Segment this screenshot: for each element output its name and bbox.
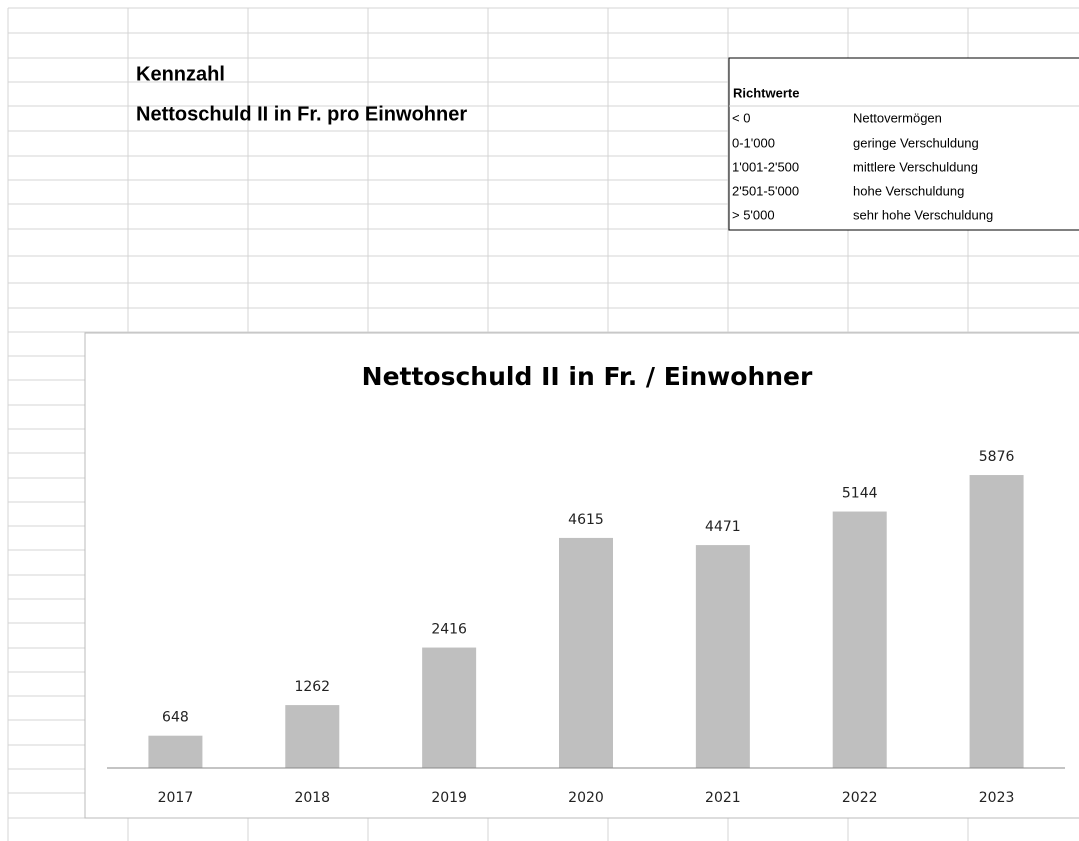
x-tick-label: 2018 (294, 790, 330, 806)
x-tick-label: 2019 (431, 790, 467, 806)
richtwerte-box (728, 57, 1079, 231)
richtwert-label: sehr hohe Verschuldung (853, 207, 993, 222)
data-label: 648 (162, 710, 189, 726)
heading: Kennzahl (136, 63, 225, 85)
bar (285, 705, 340, 768)
richtwert-range: < 0 (732, 110, 750, 125)
data-label: 2416 (431, 622, 467, 638)
x-tick-label: 2023 (979, 790, 1015, 806)
bar (559, 537, 613, 768)
data-label: 4615 (568, 512, 604, 528)
data-label: 4471 (705, 519, 741, 535)
richtwerte-rows: < 0 Nettovermögen 0-1'000 geringe Verschuld… (732, 110, 993, 222)
richtwert-range: 1'001-2'500 (732, 159, 799, 174)
bar (148, 735, 203, 768)
richtwert-label: Nettovermögen (853, 110, 942, 125)
bar (832, 511, 887, 768)
data-label: 5144 (842, 486, 878, 502)
data-label: 5876 (979, 449, 1015, 465)
richtwert-label: geringe Verschuldung (853, 135, 979, 150)
data-label: 1262 (294, 679, 330, 695)
x-tick-label: 2021 (705, 790, 741, 806)
x-tick-label: 2017 (158, 790, 194, 806)
richtwerte-title: Richtwerte (733, 85, 799, 100)
richtwert-range: > 5'000 (732, 207, 775, 222)
x-tick-label: 2020 (568, 790, 604, 806)
richtwert-range: 2'501-5'000 (732, 183, 799, 198)
x-tick-label: 2022 (842, 790, 878, 806)
bar (969, 475, 1024, 768)
richtwert-label: mittlere Verschuldung (853, 159, 978, 174)
plot: 648 2017 1262 2018 2416 2019 4615 2020 4471 2021 5… (107, 449, 1065, 806)
richtwert-range: 0-1'000 (732, 135, 775, 150)
richtwert-label: hohe Verschuldung (853, 183, 964, 198)
chart-title: Nettoschuld II in Fr. / Einwohner (362, 362, 813, 391)
heading: Nettoschuld II in Fr. pro Einwohner (136, 103, 467, 125)
bar (422, 647, 477, 768)
bar (695, 545, 750, 768)
